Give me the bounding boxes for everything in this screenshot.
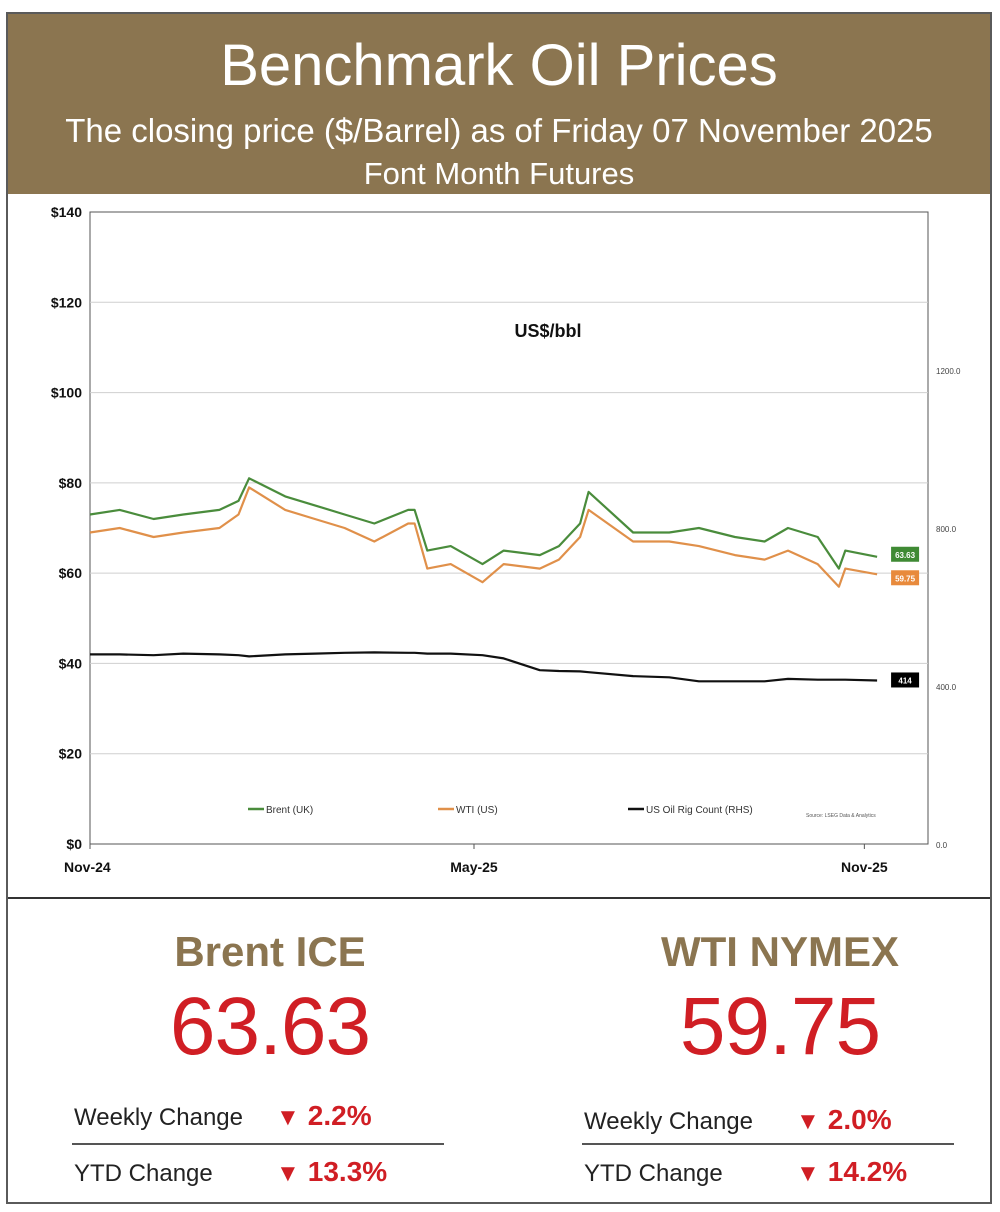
y-tick-label: $120 (51, 294, 82, 310)
y-tick-label: $0 (66, 836, 82, 852)
legend-label: WTI (US) (456, 805, 498, 816)
y-tick-label: $100 (51, 385, 82, 401)
header-banner: Benchmark Oil Prices The closing price (… (8, 14, 990, 194)
wti-weekly-label: Weekly Change (584, 1108, 753, 1135)
wti-line (89, 486, 878, 588)
brent-weekly-value-wrap: ▼ 2.2% (276, 1100, 372, 1132)
chart-svg: $0 $20 $40 $60 $80 $100 $120 $140 0.0 400.0 800.0 1… (51, 204, 961, 875)
wti-weekly-value: 2.0% (827, 1104, 892, 1135)
section-divider (8, 897, 990, 899)
legend-label: Brent (UK) (266, 805, 313, 816)
wti-weekly-row: Weekly Change ▼ 2.0% (570, 1100, 990, 1144)
card-frame (6, 12, 992, 1204)
page-subtitle-2: Font Month Futures (363, 156, 635, 191)
plot-area (89, 211, 929, 845)
x-tick-label: May-25 (450, 859, 498, 875)
down-triangle-icon: ▼ (796, 1160, 820, 1187)
wti-panel: WTI NYMEX 59.75 Weekly Change ▼ 2.0% YTD … (570, 910, 990, 1200)
wti-ytd-row: YTD Change ▼ 14.2% (570, 1152, 990, 1196)
wti-end-label-box (891, 570, 920, 586)
down-triangle-icon: ▼ (276, 1104, 300, 1131)
y2-tick-label: 0.0 (936, 841, 948, 850)
brent-line (89, 477, 878, 570)
x-tick-label: Nov-25 (841, 859, 888, 875)
rig-count-line (90, 651, 878, 683)
brent-end-label-box (891, 546, 920, 562)
brent-row-separator (72, 1143, 444, 1145)
brent-ytd-value-wrap: ▼ 13.3% (276, 1156, 387, 1188)
brent-weekly-label: Weekly Change (74, 1104, 243, 1131)
brent-ytd-row: YTD Change ▼ 13.3% (60, 1152, 480, 1196)
chart-title: US$/bbl (514, 321, 581, 341)
brent-panel: Brent ICE 63.63 Weekly Change ▼ 2.2% YTD … (60, 910, 480, 1200)
brent-end-label: 63.63 (895, 551, 916, 560)
wti-name: WTI NYMEX (661, 928, 899, 975)
brent-price: 63.63 (169, 981, 371, 1072)
brent-weekly-value: 2.2% (307, 1100, 372, 1131)
wti-price: 59.75 (679, 981, 881, 1072)
y-tick-label: $80 (59, 475, 83, 491)
price-chart: $0 $20 $40 $60 $80 $100 $120 $140 0.0 400.0 800.0 1… (8, 194, 990, 898)
page-subtitle: The closing price ($/Barrel) as of Frida… (65, 112, 933, 149)
brent-name: Brent ICE (174, 928, 366, 975)
y-tick-label: $40 (59, 655, 83, 671)
legend-label: US Oil Rig Count (RHS) (646, 805, 753, 816)
brent-weekly-row: Weekly Change ▼ 2.2% (60, 1096, 480, 1140)
y-tick-label: $60 (59, 565, 83, 581)
y-tick-label: $20 (59, 746, 83, 762)
source-note: Source: LSEG Data & Analytics (806, 813, 876, 819)
wti-weekly-value-wrap: ▼ 2.0% (796, 1104, 892, 1136)
wti-ytd-label: YTD Change (584, 1160, 723, 1187)
x-tick-label: Nov-24 (64, 859, 111, 875)
wti-end-label: 59.75 (895, 574, 916, 583)
page-title: Benchmark Oil Prices (220, 33, 778, 98)
down-triangle-icon: ▼ (276, 1160, 300, 1187)
brent-ytd-label: YTD Change (74, 1160, 213, 1187)
wti-ytd-value: 14.2% (827, 1156, 908, 1187)
down-triangle-icon: ▼ (796, 1108, 820, 1135)
y2-tick-label: 1200.0 (936, 367, 961, 376)
rig-count-end-label: 414 (898, 676, 912, 685)
y2-tick-label: 800.0 (936, 525, 957, 534)
rig-count-end-label-box (891, 672, 920, 688)
y2-tick-label: 400.0 (936, 683, 957, 692)
wti-row-separator (582, 1143, 954, 1145)
wti-ytd-value-wrap: ▼ 14.2% (796, 1156, 907, 1188)
y-tick-label: $140 (51, 204, 82, 220)
brent-ytd-value: 13.3% (307, 1156, 388, 1187)
